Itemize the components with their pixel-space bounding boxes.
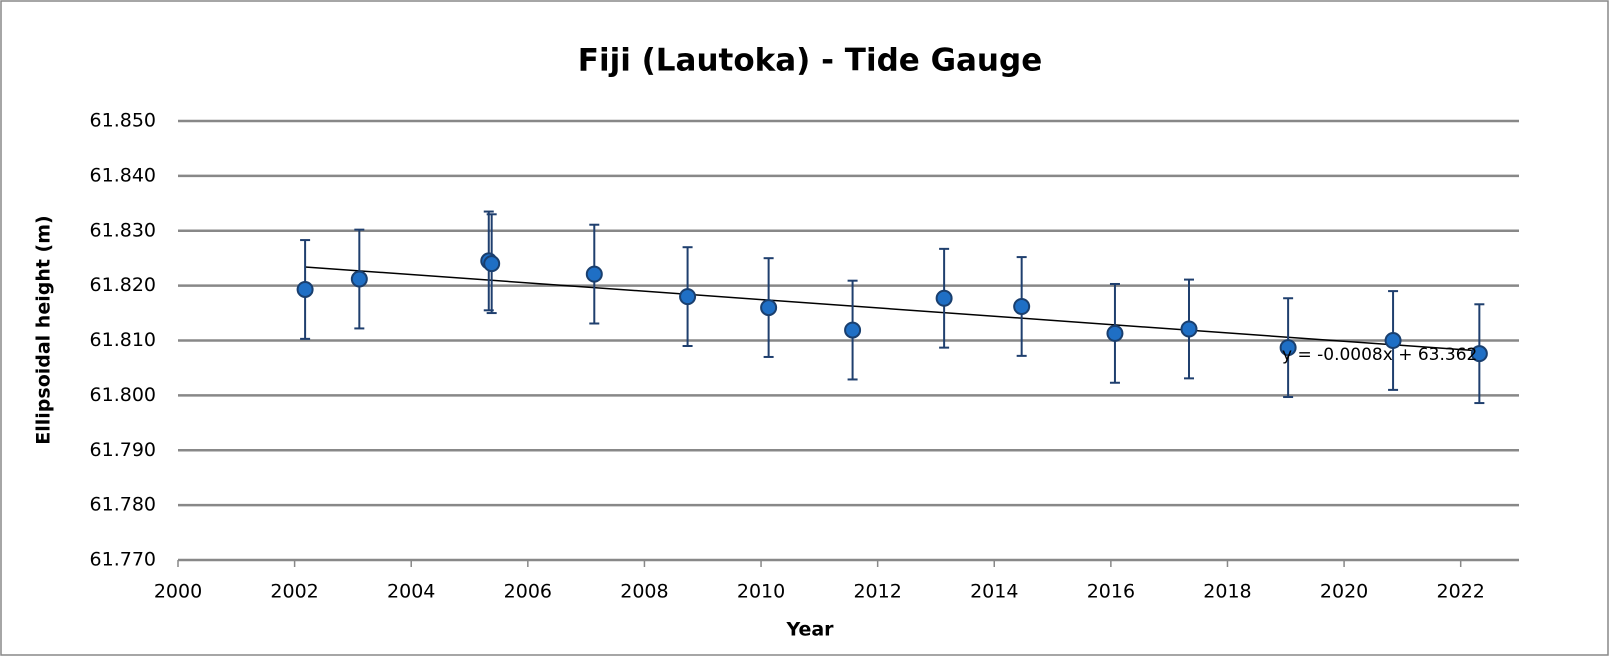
data-point	[1470, 345, 1488, 363]
x-tick-label: 2018	[1203, 581, 1251, 603]
y-tick-label: 61.800	[90, 384, 156, 406]
x-tick-label: 2014	[970, 581, 1018, 603]
data-point	[296, 280, 314, 298]
data-point	[350, 270, 368, 288]
data-point	[679, 288, 697, 306]
data-point	[1106, 324, 1124, 342]
data-point	[760, 299, 778, 317]
chart-title: Fiji (Lautoka) - Tide Gauge	[578, 43, 1042, 79]
x-tick-label: 2000	[154, 581, 202, 603]
y-tick-label: 61.820	[90, 274, 156, 296]
x-tick-label: 2012	[853, 581, 901, 603]
x-tick-label: 2006	[504, 581, 552, 603]
y-axis-label: Ellipsoidal height (m)	[33, 215, 55, 444]
y-tick-label: 61.790	[90, 439, 156, 461]
x-tick-label: 2008	[620, 581, 668, 603]
y-tick-label: 61.850	[90, 110, 156, 132]
x-tick-label: 2020	[1320, 581, 1368, 603]
y-tick-label: 61.780	[90, 494, 156, 516]
x-tick-label: 2010	[737, 581, 785, 603]
y-tick-label: 61.810	[90, 329, 156, 351]
trendline	[305, 266, 1480, 352]
data-point	[1279, 339, 1297, 357]
x-tick-label: 2016	[1087, 581, 1135, 603]
data-point	[585, 265, 603, 283]
data-point	[935, 289, 953, 307]
y-tick-label: 61.840	[90, 164, 156, 186]
y-tick-label: 61.830	[90, 219, 156, 241]
data-point	[483, 255, 501, 273]
data-point	[1180, 320, 1198, 338]
x-tick-label: 2022	[1437, 581, 1485, 603]
x-tick-label: 2002	[270, 581, 318, 603]
trendline-equation: y = -0.0008x + 63.362	[1282, 345, 1477, 365]
x-axis-label: Year	[785, 619, 834, 641]
y-tick-label: 61.770	[90, 549, 156, 571]
data-point	[844, 321, 862, 339]
x-tick-label: 2004	[387, 581, 435, 603]
data-point	[1013, 297, 1031, 315]
data-point	[1384, 332, 1402, 349]
